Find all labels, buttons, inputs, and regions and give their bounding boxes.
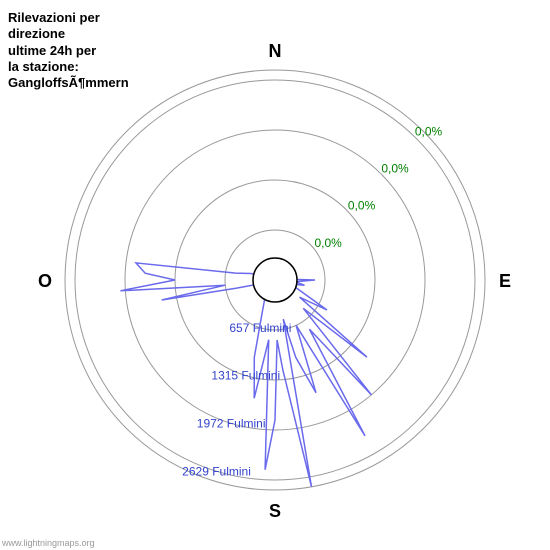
footer-link: www.lightningmaps.org	[2, 538, 95, 548]
polar-chart: N E S O 0,0% 0,0% 0,0% 0,0% 657 Fulmini 1315…	[0, 0, 550, 550]
compass-n: N	[269, 41, 282, 61]
compass-w: O	[38, 271, 52, 291]
ring-pct-label: 0,0%	[415, 124, 443, 138]
ring-fulmini-label: 1315 Fulmini	[211, 369, 280, 383]
ring-fulmini-label: 657 Fulmini	[229, 321, 291, 335]
ring-fulmini-label: 1972 Fulmini	[197, 416, 266, 430]
compass-e: E	[499, 271, 511, 291]
ring-fulmini-label: 2629 Fulmini	[182, 464, 251, 478]
inner-circle	[253, 258, 297, 302]
ring-pct-label: 0,0%	[348, 199, 376, 213]
ring-pct-label: 0,0%	[381, 162, 409, 176]
ring-pct-label: 0,0%	[314, 236, 342, 250]
compass-s: S	[269, 501, 281, 521]
